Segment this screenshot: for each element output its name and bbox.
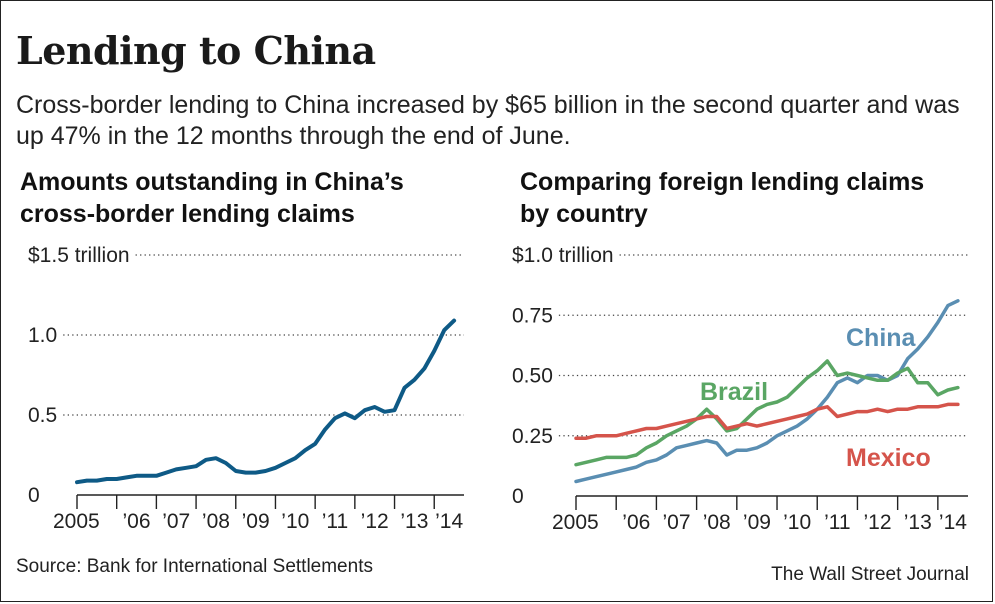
chart-1-title: Amounts outstanding in China’s cross-bor… xyxy=(20,168,404,228)
y-tick-label: $1.5 trillion xyxy=(28,244,130,267)
x-tick-label: ’09 xyxy=(743,511,771,534)
brazil-series-line xyxy=(574,359,960,467)
china-series-label: China xyxy=(846,324,917,352)
y-tick-label: 0.5 xyxy=(28,404,57,427)
x-tick-label: ’07 xyxy=(162,510,190,533)
x-tick-label: ’08 xyxy=(703,511,731,534)
y-tick-label: $1.0 trillion xyxy=(512,244,614,267)
x-tick-label: ’13 xyxy=(904,511,932,534)
subtitle: Cross-border lending to China increased … xyxy=(16,91,960,150)
credit-line: The Wall Street Journal xyxy=(771,564,969,585)
source-note: Source: Bank for International Settlemen… xyxy=(16,556,373,577)
y-tick-label: 0 xyxy=(512,485,524,508)
x-tick-label: ’14 xyxy=(939,511,967,534)
x-tick-label: ’11 xyxy=(322,510,348,533)
x-tick-label: ’09 xyxy=(242,510,270,533)
x-tick-label: ’06 xyxy=(622,511,650,534)
x-tick-label: ’07 xyxy=(662,511,690,534)
x-tick-label: ’11 xyxy=(824,511,850,534)
x-tick-label: ’08 xyxy=(202,510,230,533)
y-tick-label: 0.25 xyxy=(512,425,553,448)
brazil-series-label: Brazil xyxy=(700,378,768,406)
mexico-series-label: Mexico xyxy=(846,444,931,472)
china-series-line xyxy=(75,318,457,485)
x-tick-label: ’10 xyxy=(783,511,811,534)
x-tick-label: ’06 xyxy=(123,510,151,533)
chart-2-title: Comparing foreign lending claims by coun… xyxy=(520,168,925,228)
x-tick-label: ’12 xyxy=(864,511,892,534)
y-tick-label: 0 xyxy=(28,484,40,507)
x-tick-label: ’14 xyxy=(435,510,463,533)
x-tick-label: ’10 xyxy=(281,510,309,533)
x-tick-label: ’12 xyxy=(361,510,389,533)
y-tick-label: 1.0 xyxy=(28,324,57,347)
x-tick-label: ’13 xyxy=(400,510,428,533)
mexico-series-line xyxy=(574,402,960,440)
x-tick-label: 2005 xyxy=(53,510,100,533)
x-tick-label: 2005 xyxy=(552,511,599,534)
page-title: Lending to China xyxy=(16,28,376,73)
y-tick-label: 0.50 xyxy=(512,365,553,388)
y-tick-label: 0.75 xyxy=(512,304,553,327)
